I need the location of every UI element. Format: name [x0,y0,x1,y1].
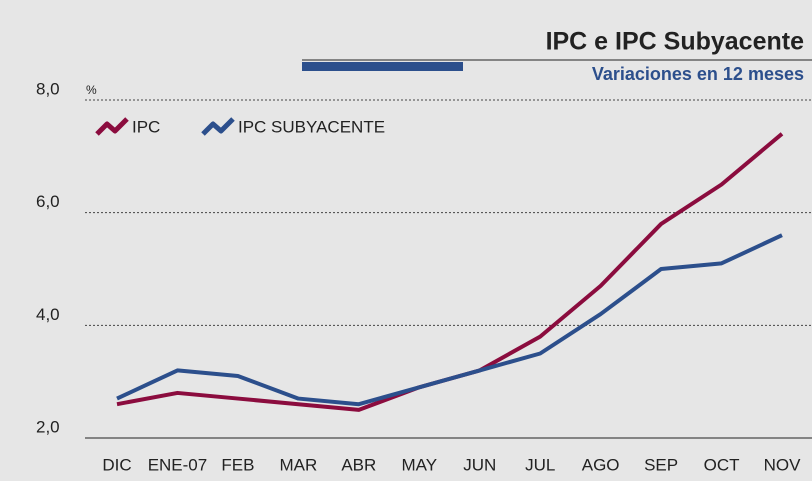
series-line [116,233,783,407]
y-unit: % [86,83,97,97]
y-tick-label: 8,0 [36,79,60,98]
x-tick-label: ENE-07 [148,455,208,474]
x-tick-label: NOV [764,455,802,474]
x-tick-label: ABR [341,455,376,474]
x-tick-label: JUN [463,455,496,474]
y-tick-label: 6,0 [36,192,60,211]
x-tick-label: FEB [221,455,254,474]
legend-swatch [95,117,129,136]
y-tick-label: 2,0 [36,417,60,436]
title-accent [302,62,463,71]
legend-label: IPC SUBYACENTE [238,117,385,136]
legend-swatch [201,117,235,136]
x-tick-label: OCT [704,455,740,474]
chart-title: IPC e IPC Subyacente [546,28,805,56]
x-tick-label: SEP [644,455,678,474]
x-tick-label: AGO [582,455,620,474]
chart-subtitle: Variaciones en 12 meses [592,64,804,84]
y-tick-label: 4,0 [36,305,60,324]
x-tick-label: JUL [525,455,555,474]
x-tick-label: MAR [279,455,317,474]
legend-label: IPC [132,117,160,136]
x-tick-label: MAY [401,455,437,474]
x-tick-label: DIC [102,455,131,474]
